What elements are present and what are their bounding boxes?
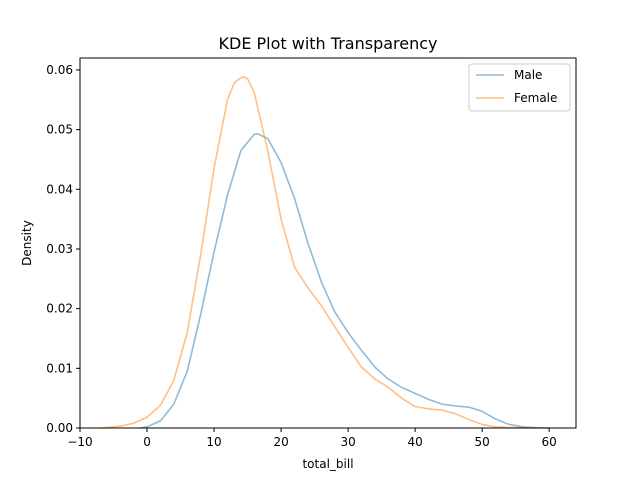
y-axis-label: Density (20, 220, 34, 266)
x-axis-ticks: −10 0 10 20 30 40 50 60 (67, 428, 557, 449)
y-tick-label: 0.05 (46, 123, 73, 137)
x-tick-label: 10 (206, 435, 221, 449)
x-tick-label: −10 (67, 435, 92, 449)
y-tick-label: 0.03 (46, 242, 73, 256)
x-tick-label: 40 (407, 435, 422, 449)
x-tick-label: 50 (475, 435, 490, 449)
y-tick-label: 0.00 (46, 421, 73, 435)
x-tick-label: 30 (340, 435, 355, 449)
legend-label-female: Female (514, 91, 557, 105)
y-tick-label: 0.04 (46, 182, 73, 196)
series-line-male (139, 132, 550, 429)
y-axis-ticks: 0.00 0.01 0.02 0.03 0.04 0.05 0.06 (46, 63, 80, 435)
legend: Male Female (468, 63, 571, 112)
x-axis-label: total_bill (302, 457, 353, 471)
series-line-female (99, 76, 537, 429)
y-tick-label: 0.06 (46, 63, 73, 77)
x-tick-label: 0 (143, 435, 151, 449)
x-tick-label: 60 (542, 435, 557, 449)
y-tick-label: 0.01 (46, 361, 73, 375)
x-tick-label: 20 (273, 435, 288, 449)
chart-title: KDE Plot with Transparency (219, 34, 438, 53)
plot-frame (79, 57, 577, 429)
plot-lines (99, 76, 550, 429)
y-tick-label: 0.02 (46, 302, 73, 316)
legend-label-male: Male (514, 68, 542, 82)
